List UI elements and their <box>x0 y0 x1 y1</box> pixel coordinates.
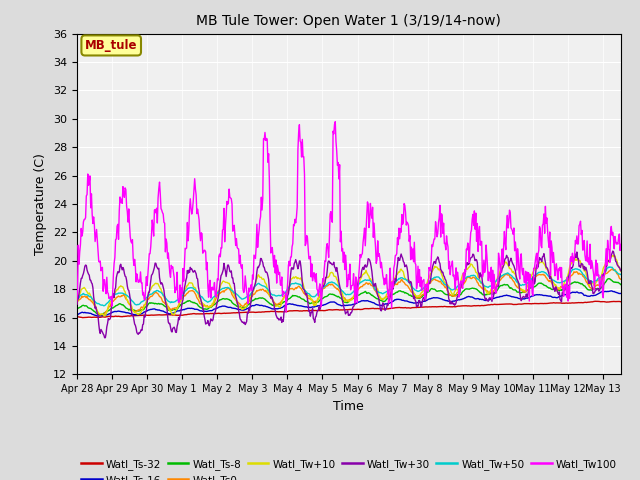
Line: Watl_Tw+50: Watl_Tw+50 <box>77 267 621 306</box>
Line: Watl_Tw100: Watl_Tw100 <box>77 122 621 312</box>
Watl_Tw+10 <box>150 282 157 288</box>
Watl_Ts-16 <box>477 297 484 302</box>
Watl_Ts0 <box>75 297 83 303</box>
Watl_Tw+50 <box>150 289 157 295</box>
Watl_Ts-16 <box>306 304 314 310</box>
Watl_Tw100 <box>73 301 81 307</box>
Watl_Ts-32 <box>75 314 83 320</box>
Watl_Tw+30 <box>477 273 484 279</box>
Watl_Ts0 <box>150 291 157 297</box>
Watl_Ts-16 <box>75 311 83 317</box>
Watl_Tw+50 <box>306 291 314 297</box>
Watl_Ts-16 <box>326 300 334 305</box>
Watl_Ts-8 <box>73 306 81 312</box>
Watl_Ts0 <box>97 312 104 318</box>
Watl_Ts-8 <box>75 305 83 311</box>
Watl_Tw100 <box>75 261 83 267</box>
Watl_Tw+50 <box>73 298 81 303</box>
Watl_Tw+50 <box>464 274 472 279</box>
Title: MB Tule Tower: Open Water 1 (3/19/14-now): MB Tule Tower: Open Water 1 (3/19/14-now… <box>196 14 501 28</box>
Watl_Tw+50 <box>326 280 334 286</box>
Watl_Tw100 <box>332 119 339 125</box>
Watl_Tw+50 <box>100 303 108 309</box>
Watl_Ts-32 <box>617 299 625 305</box>
Watl_Ts-32 <box>306 308 314 313</box>
Watl_Tw+30 <box>609 248 616 254</box>
Watl_Ts-8 <box>150 300 157 306</box>
Watl_Tw+30 <box>306 309 314 314</box>
Watl_Tw100 <box>282 310 290 315</box>
X-axis label: Time: Time <box>333 400 364 413</box>
Watl_Ts-16 <box>94 313 102 319</box>
Watl_Tw+10 <box>306 293 314 299</box>
Watl_Ts-8 <box>477 289 484 295</box>
Watl_Ts0 <box>464 274 472 280</box>
Watl_Ts-16 <box>607 288 615 294</box>
Watl_Ts0 <box>73 298 81 303</box>
Watl_Tw+50 <box>605 264 613 270</box>
Line: Watl_Tw+30: Watl_Tw+30 <box>77 251 621 338</box>
Watl_Ts0 <box>617 276 625 282</box>
Watl_Tw+10 <box>326 270 334 276</box>
Line: Watl_Ts-32: Watl_Ts-32 <box>77 301 621 318</box>
Watl_Ts-16 <box>617 290 625 296</box>
Watl_Tw+50 <box>617 272 625 277</box>
Y-axis label: Temperature (C): Temperature (C) <box>35 153 47 255</box>
Watl_Tw+30 <box>100 335 108 341</box>
Watl_Ts-32 <box>150 312 157 318</box>
Watl_Tw100 <box>465 244 472 250</box>
Watl_Tw+10 <box>75 294 83 300</box>
Watl_Ts-8 <box>605 276 612 282</box>
Watl_Ts-16 <box>73 312 81 318</box>
Watl_Ts-32 <box>73 314 81 320</box>
Line: Watl_Ts0: Watl_Ts0 <box>77 269 621 315</box>
Watl_Ts0 <box>326 281 334 287</box>
Watl_Tw+30 <box>73 296 81 302</box>
Watl_Tw100 <box>326 211 334 217</box>
Watl_Ts-8 <box>306 301 314 307</box>
Watl_Tw+10 <box>617 268 625 274</box>
Line: Watl_Ts-8: Watl_Ts-8 <box>77 279 621 315</box>
Watl_Ts-32 <box>591 299 599 304</box>
Watl_Tw+10 <box>611 252 618 258</box>
Watl_Ts-32 <box>326 307 334 312</box>
Watl_Tw100 <box>149 224 157 230</box>
Watl_Ts-32 <box>477 303 484 309</box>
Watl_Tw+10 <box>100 313 108 319</box>
Line: Watl_Ts-16: Watl_Ts-16 <box>77 291 621 316</box>
Watl_Ts-8 <box>617 282 625 288</box>
Legend: Watl_Ts-32, Watl_Ts-16, Watl_Ts-8, Watl_Ts0, Watl_Tw+10, Watl_Tw+30, Watl_Tw+50,: Watl_Ts-32, Watl_Ts-16, Watl_Ts-8, Watl_… <box>77 455 621 480</box>
Watl_Tw100 <box>478 239 486 244</box>
Watl_Ts-8 <box>326 291 334 297</box>
Watl_Tw+30 <box>75 291 83 297</box>
Watl_Ts0 <box>306 296 314 301</box>
Watl_Tw+30 <box>464 262 472 268</box>
Watl_Ts-16 <box>150 306 157 312</box>
Watl_Ts0 <box>477 284 484 290</box>
Watl_Tw+30 <box>617 268 625 274</box>
Watl_Tw+10 <box>464 266 472 272</box>
Line: Watl_Tw+10: Watl_Tw+10 <box>77 255 621 316</box>
Watl_Ts-32 <box>464 303 472 309</box>
Watl_Tw+10 <box>73 297 81 303</box>
Watl_Ts-8 <box>464 286 472 292</box>
Watl_Ts-16 <box>464 294 472 300</box>
Watl_Ts0 <box>608 266 616 272</box>
Watl_Ts-8 <box>97 312 104 318</box>
Watl_Tw100 <box>617 241 625 247</box>
Watl_Tw+50 <box>75 295 83 300</box>
Watl_Tw+10 <box>477 281 484 287</box>
Watl_Tw+50 <box>477 279 484 285</box>
Text: MB_tule: MB_tule <box>85 39 138 52</box>
Watl_Tw100 <box>306 256 314 262</box>
Watl_Ts-32 <box>79 315 86 321</box>
Watl_Tw+30 <box>326 261 334 266</box>
Watl_Tw+30 <box>150 267 157 273</box>
